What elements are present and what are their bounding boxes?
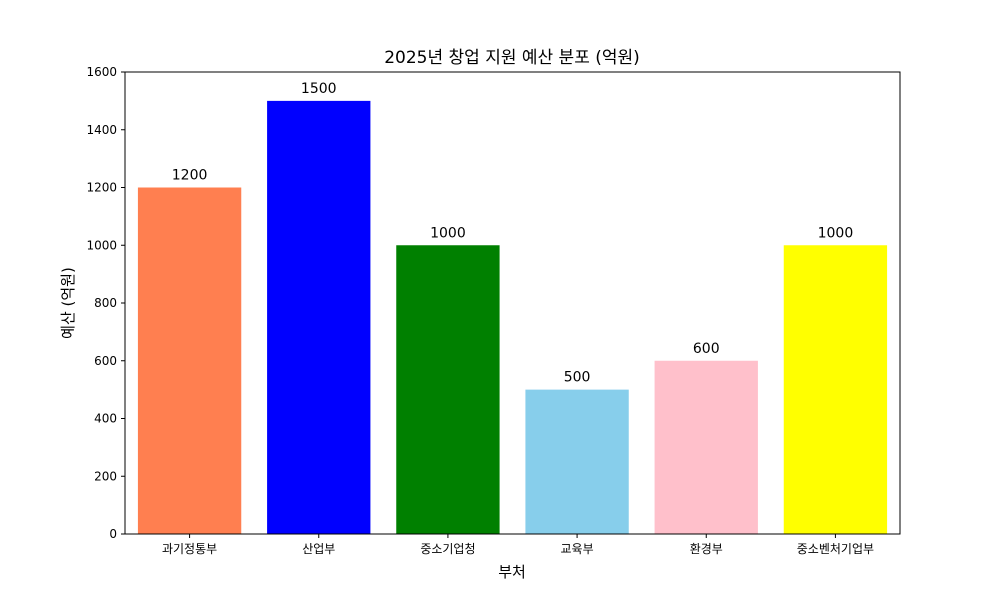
y-tick-label-8: 1600 <box>86 65 117 79</box>
bar-2 <box>267 100 371 534</box>
x-tick-label-4: 교육부 <box>561 542 594 556</box>
bar-4 <box>525 389 629 534</box>
value-label-6: 1000 <box>818 225 854 241</box>
y-tick-label-0: 0 <box>109 527 117 541</box>
y-tick-label-3: 600 <box>94 354 117 368</box>
x-tick-label-3: 중소기업청 <box>420 542 475 556</box>
plot-area: 1200 1500 1000 500 600 1000 0 200 400 600 800 1000 1… <box>86 65 901 556</box>
x-tick-label-2: 산업부 <box>302 542 335 556</box>
y-tick-label-4: 800 <box>94 296 117 310</box>
value-label-5: 600 <box>693 341 720 357</box>
value-label-4: 500 <box>564 370 591 386</box>
value-label-1: 1200 <box>172 168 208 184</box>
y-tick-label-6: 1200 <box>86 181 117 195</box>
chart-title: 2025년 창업 지원 예산 분포 (억원) <box>384 48 640 68</box>
bar-5 <box>654 360 758 534</box>
x-tick-label-1: 과기정통부 <box>162 542 217 556</box>
bar-1 <box>137 187 242 534</box>
y-axis-label: 예산 (억원) <box>59 267 77 339</box>
x-axis-label: 부처 <box>498 563 526 581</box>
value-label-2: 1500 <box>301 81 337 97</box>
y-tick-label-7: 1400 <box>86 123 117 137</box>
bar-3 <box>396 245 500 534</box>
y-tick-label-2: 400 <box>94 412 117 426</box>
y-tick-label-1: 200 <box>94 469 117 483</box>
bar-6 <box>783 245 888 534</box>
y-tick-label-5: 1000 <box>86 238 117 252</box>
value-label-3: 1000 <box>430 225 466 241</box>
x-tick-label-6: 중소벤처기업부 <box>797 542 874 556</box>
x-tick-label-5: 환경부 <box>690 542 723 556</box>
